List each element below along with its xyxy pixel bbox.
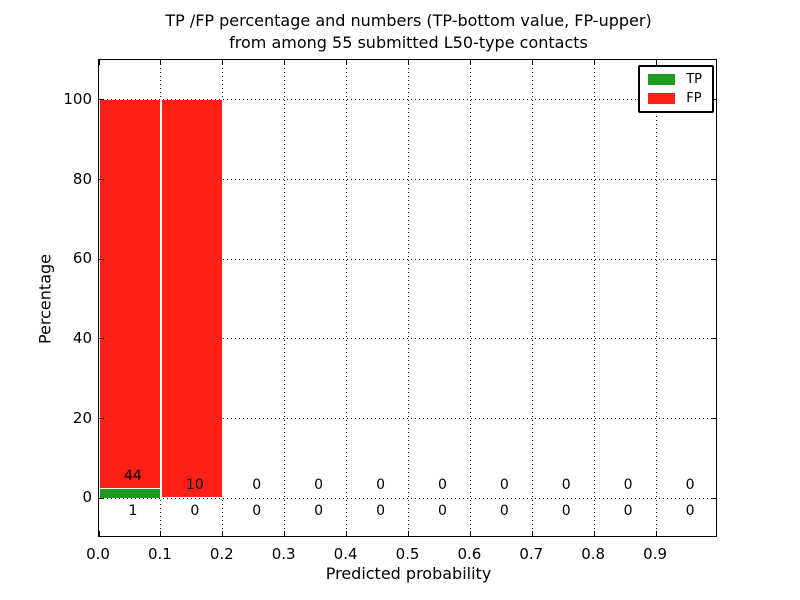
annotation-fp-count-0.1-0.2: 10 — [185, 476, 204, 493]
y-tick-left — [99, 258, 104, 260]
x-tick-bottom — [98, 531, 100, 536]
annotation-fp-count-0.3-0.4: 0 — [314, 476, 324, 493]
bar-segment-tp-0.0-0.1 — [99, 489, 161, 499]
x-tick-bottom — [160, 531, 162, 536]
annotation-tp-count-0.2-0.3: 0 — [252, 502, 262, 519]
legend-item-tp: TP — [648, 73, 702, 86]
legend: TP FP — [638, 65, 714, 113]
y-tick-left — [99, 497, 104, 499]
y-tick-right — [711, 338, 716, 340]
y-tick-left — [99, 99, 104, 101]
x-tick-label-0.9: 0.9 — [643, 545, 668, 563]
x-gridline-0.2 — [222, 60, 224, 538]
bar-segment-fp-0.1-0.2 — [160, 99, 223, 499]
x-gridline-0.4 — [346, 60, 348, 538]
annotation-tp-count-0.1-0.2: 0 — [190, 502, 200, 519]
annotation-tp-count-0.8-0.9: 0 — [623, 502, 633, 519]
chart-title-line2: from among 55 submitted L50-type contact… — [229, 33, 588, 52]
y-tick-label-40: 40 — [72, 328, 92, 347]
tp-legend-swatch — [648, 74, 676, 85]
annotation-fp-count-0.5-0.6: 0 — [437, 476, 447, 493]
y-tick-right — [711, 179, 716, 180]
x-tick-top — [346, 60, 348, 65]
x-gridline-0.6 — [469, 60, 471, 538]
y-tick-left — [99, 179, 104, 180]
x-axis-label: Predicted probability — [325, 564, 492, 583]
annotation-fp-count-0.8-0.9: 0 — [623, 476, 633, 493]
annotation-fp-count-0.9-1.0: 0 — [685, 476, 695, 493]
x-gridline-0.5 — [408, 60, 409, 538]
x-tick-bottom — [531, 531, 533, 536]
x-tick-label-0.0: 0.0 — [86, 545, 110, 563]
x-tick-top — [160, 60, 162, 65]
x-tick-label-0.3: 0.3 — [271, 545, 296, 563]
x-tick-bottom — [346, 531, 348, 536]
x-gridline-0.3 — [284, 60, 286, 538]
x-tick-bottom — [408, 531, 409, 536]
x-tick-top — [284, 60, 286, 65]
x-tick-label-0.5: 0.5 — [395, 545, 420, 563]
x-tick-top — [222, 60, 224, 65]
x-tick-bottom — [655, 531, 657, 536]
x-tick-label-0.7: 0.7 — [519, 545, 544, 563]
annotation-tp-count-0.6-0.7: 0 — [499, 502, 509, 519]
y-tick-left — [99, 338, 104, 340]
annotation-fp-count-0.6-0.7: 0 — [499, 476, 509, 493]
x-tick-bottom — [222, 531, 224, 536]
x-gridline-0.8 — [593, 60, 595, 538]
annotation-tp-count-0.0-0.1: 1 — [128, 502, 138, 519]
plot-area: TP FP 44 1 10 0 0 0 0 0 0 0 0 0 0 0 0 0 0 0 0 0 — [98, 59, 718, 538]
annotation-tp-count-0.9-1.0: 0 — [685, 502, 695, 519]
y-tick-right — [711, 258, 716, 260]
x-tick-top — [531, 60, 533, 65]
chart-title-line1: TP /FP percentage and numbers (TP-bottom… — [165, 11, 652, 30]
x-tick-bottom — [593, 531, 595, 536]
annotation-tp-count-0.5-0.6: 0 — [437, 502, 447, 519]
annotation-fp-count-0.7-0.8: 0 — [561, 476, 571, 493]
fp-legend-swatch — [648, 93, 676, 104]
y-tick-label-20: 20 — [72, 408, 92, 427]
x-tick-top — [655, 60, 657, 65]
annotation-fp-count-0.4-0.5: 0 — [376, 476, 386, 493]
x-tick-label-0.2: 0.2 — [209, 545, 234, 563]
y-tick-label-0: 0 — [82, 488, 92, 507]
tp-legend-label: TP — [686, 72, 702, 87]
y-tick-label-60: 60 — [72, 249, 92, 268]
y-tick-left — [99, 418, 104, 419]
x-tick-top — [593, 60, 595, 65]
fp-legend-label: FP — [686, 91, 702, 106]
legend-item-fp: FP — [648, 92, 702, 105]
annotation-tp-count-0.7-0.8: 0 — [561, 502, 571, 519]
annotation-fp-count-0.0-0.1: 44 — [124, 467, 142, 484]
x-tick-bottom — [284, 531, 286, 536]
x-gridline-0.7 — [531, 60, 533, 538]
x-tick-bottom — [469, 531, 471, 536]
x-tick-top — [98, 60, 100, 65]
x-tick-label-0.4: 0.4 — [333, 545, 358, 563]
x-tick-label-0.8: 0.8 — [581, 545, 606, 563]
y-tick-right — [711, 418, 716, 419]
x-tick-top — [408, 60, 409, 65]
x-gridline-0.9 — [655, 60, 657, 538]
annotation-tp-count-0.4-0.5: 0 — [376, 502, 386, 519]
chart-title: TP /FP percentage and numbers (TP-bottom… — [98, 10, 719, 54]
y-gridline-100 — [99, 99, 718, 101]
x-tick-label-0.1: 0.1 — [147, 545, 172, 563]
annotation-fp-count-0.2-0.3: 0 — [252, 476, 262, 493]
y-tick-right — [711, 497, 716, 499]
annotation-tp-count-0.3-0.4: 0 — [314, 502, 324, 519]
x-tick-label-0.6: 0.6 — [457, 545, 482, 563]
x-tick-top — [469, 60, 471, 65]
y-tick-label-80: 80 — [72, 169, 92, 188]
bar-segment-fp-0.0-0.1 — [99, 99, 161, 490]
y-tick-label-100: 100 — [63, 89, 92, 108]
